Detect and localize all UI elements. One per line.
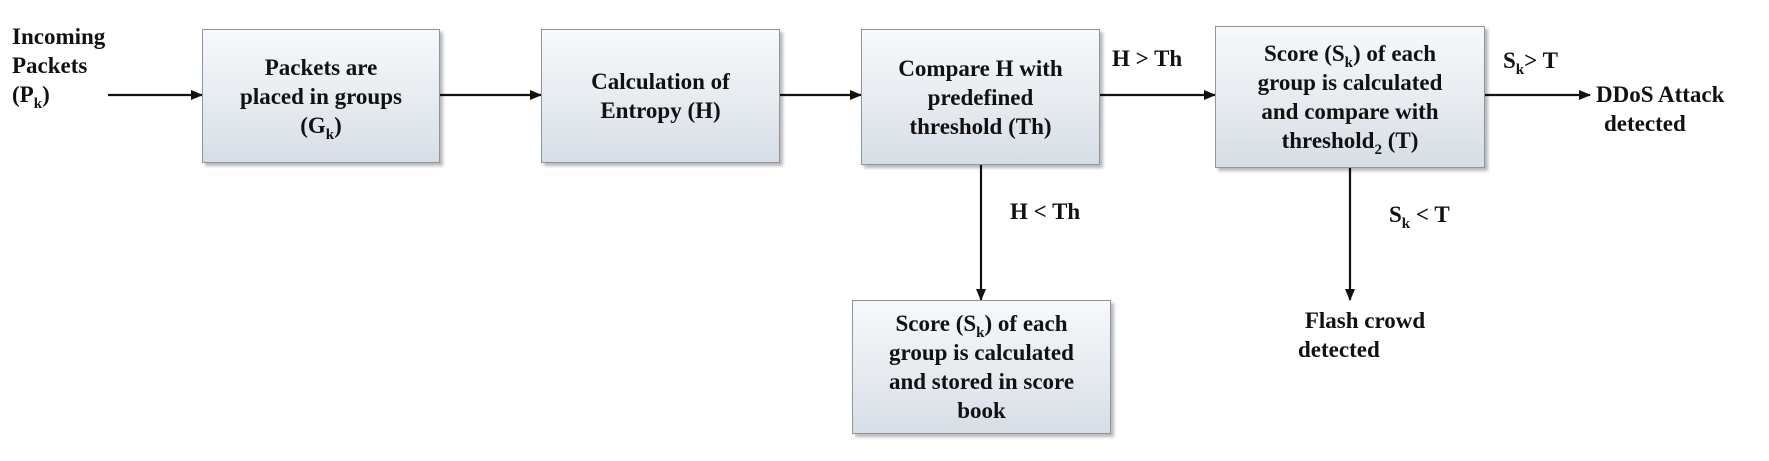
score-compare-line4: threshold2 (T) (1281, 128, 1419, 158)
input-symbol-pre: (P (12, 82, 34, 107)
flash-line2: detected (1298, 337, 1380, 362)
entropy-line2: Entropy (H) (600, 98, 721, 123)
input-symbol-post: ) (42, 82, 50, 107)
edge-label-sk-lt-t: Sk < T (1389, 200, 1450, 232)
score-book-line1: Score (Sk) of each (895, 311, 1068, 341)
score-compare-line1: Score (Sk) of each (1263, 41, 1437, 71)
flash-output-label: Flash crowd detected (1290, 306, 1440, 364)
grouping-symbol: (Gk) (300, 112, 342, 143)
score-compare-line1-tail: of each (1360, 41, 1437, 66)
score-compare-box: Score (Sk) of each group is calculated a… (1215, 26, 1485, 168)
sk-lt-pre: S (1389, 202, 1402, 227)
score-book-box: Score (Sk) of each group is calculated a… (852, 300, 1111, 434)
edge-label-h-lt-th: H < Th (1010, 199, 1081, 224)
score-compare-line1-post: ) (1353, 41, 1361, 66)
grouping-box: Packets are placed in groups (Gk) (202, 29, 440, 163)
sk-gt-post: > T (1524, 48, 1558, 73)
grouping-line2: placed in groups (240, 83, 402, 109)
grouping-symbol-post: ) (334, 112, 342, 138)
compare-line1: Compare H with (898, 55, 1063, 81)
score-book-line2: group is calculated (889, 340, 1074, 365)
sk-lt-post: < T (1410, 202, 1450, 227)
score-book-line1-sub: k (976, 325, 985, 341)
compare-box: Compare H with predefined threshold (Th) (861, 29, 1100, 165)
edge-label-sk-gt-t: Sk> T (1503, 46, 1558, 78)
score-compare-line1-sub: k (1344, 55, 1353, 71)
edge-label-h-gt-th: H > Th (1112, 46, 1183, 71)
entropy-box: Calculation of Entropy (H) (541, 29, 780, 163)
score-compare-line2: group is calculated (1257, 70, 1443, 95)
score-compare-line4-pre: threshold (1281, 128, 1375, 153)
grouping-line1: Packets are (264, 54, 378, 80)
score-book-line3: and stored in score (888, 369, 1075, 394)
grouping-symbol-pre: (G (300, 112, 326, 138)
grouping-symbol-sub: k (325, 126, 335, 143)
flash-line1: Flash crowd (1304, 308, 1426, 333)
score-book-line4: book (957, 398, 1006, 423)
compare-line2: predefined (927, 84, 1034, 110)
sk-gt-sub: k (1515, 62, 1525, 78)
input-label-line2: Packets (12, 53, 88, 78)
sk-gt-pre: S (1503, 48, 1516, 73)
input-label: Incoming Packets (Pk) (12, 22, 106, 112)
score-compare-line4-post: (T) (1381, 128, 1419, 153)
ddos-line1: DDoS Attack (1596, 82, 1725, 107)
score-compare-line4-sub: 2 (1374, 142, 1382, 158)
score-book-line1-pre: Score (S (895, 311, 977, 336)
sk-lt-sub: k (1401, 216, 1411, 232)
entropy-line1: Calculation of (591, 69, 730, 94)
input-label-line1: Incoming (12, 24, 106, 49)
input-symbol: (Pk) (12, 80, 105, 112)
input-symbol-sub: k (33, 96, 43, 112)
score-compare-line3: and compare with (1261, 99, 1439, 124)
ddos-line2: detected (1604, 111, 1686, 136)
ddos-output-label: DDoS Attack detected (1596, 80, 1724, 138)
score-book-line1-post: ) of each (984, 311, 1068, 336)
score-compare-line1-pre: Score (S (1263, 41, 1345, 66)
compare-line3: threshold (Th) (909, 113, 1052, 139)
